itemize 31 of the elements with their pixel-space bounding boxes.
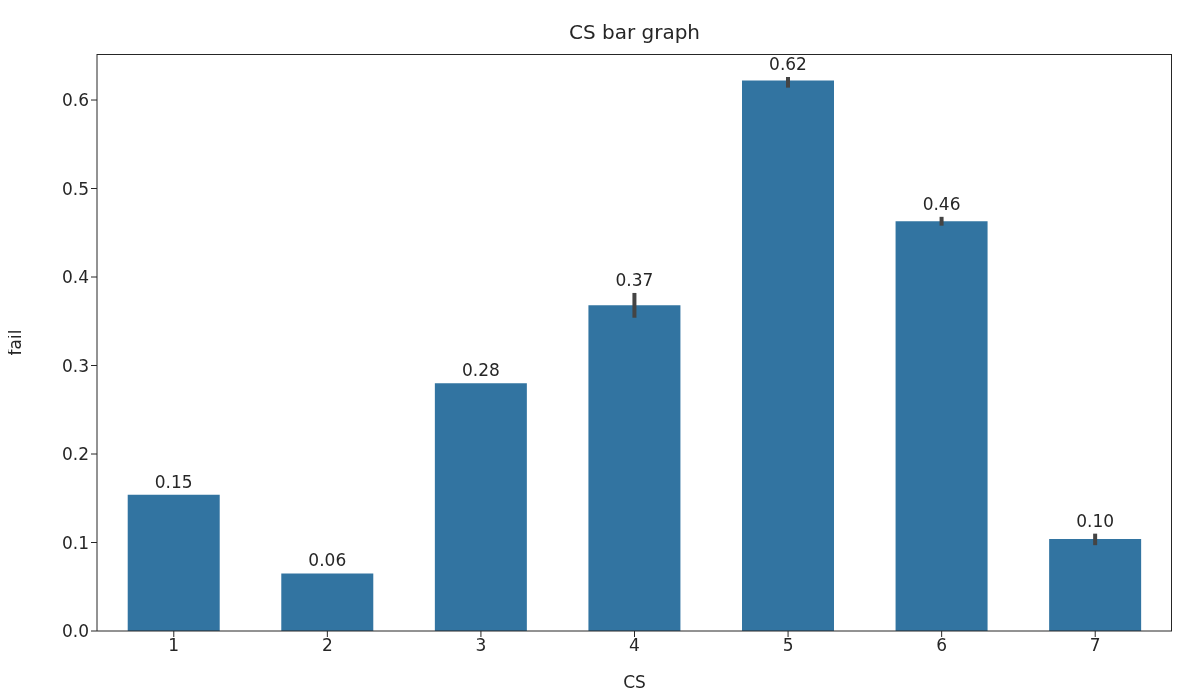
x-axis-title: CS [623, 672, 646, 692]
bar [1049, 538, 1142, 631]
data-label: 0.28 [461, 360, 500, 381]
bar [588, 305, 681, 631]
x-tick-label: 7 [1089, 635, 1101, 656]
chart-title: CS bar graph [567, 20, 702, 44]
y-tick-label: 0.4 [61, 267, 89, 288]
x-tick-label: 6 [936, 635, 948, 656]
x-tick-label: 3 [475, 635, 487, 656]
bar [742, 80, 834, 631]
y-tick-label: 0.3 [61, 355, 89, 376]
data-label: 0.06 [308, 550, 347, 571]
bar [895, 221, 988, 631]
data-label: 0.10 [1076, 510, 1115, 531]
x-tick-label: 1 [168, 635, 180, 656]
y-tick-label: 0.5 [61, 178, 89, 199]
bar [127, 494, 220, 631]
data-label: 0.62 [769, 54, 807, 75]
x-tick-label: 4 [629, 635, 640, 656]
data-label: 0.37 [615, 269, 654, 290]
x-tick-label: 5 [782, 635, 794, 656]
y-tick-label: 0.1 [61, 532, 89, 553]
y-tick-label: 0.0 [61, 621, 89, 642]
bar [434, 383, 527, 631]
y-tick-label: 0.6 [61, 90, 89, 111]
data-label: 0.15 [154, 471, 193, 492]
bar [281, 573, 374, 631]
data-label: 0.46 [922, 193, 961, 214]
y-tick-label: 0.2 [61, 444, 89, 465]
y-axis-title: fail [5, 329, 26, 356]
x-tick-label: 2 [321, 635, 333, 656]
